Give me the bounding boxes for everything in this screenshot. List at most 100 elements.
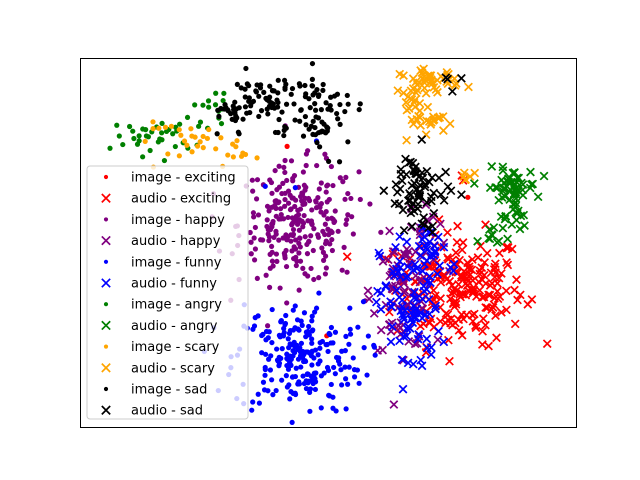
data-point xyxy=(230,103,236,109)
data-point xyxy=(288,158,295,164)
data-point xyxy=(197,139,203,145)
data-point xyxy=(451,299,461,309)
data-point xyxy=(350,231,356,237)
data-point xyxy=(242,86,248,92)
data-point xyxy=(465,172,475,181)
data-point xyxy=(329,229,335,235)
data-point xyxy=(303,385,310,392)
data-point xyxy=(170,131,176,137)
data-point xyxy=(301,380,307,387)
data-point xyxy=(269,306,275,313)
data-point xyxy=(428,221,437,231)
data-point xyxy=(316,92,322,98)
data-point xyxy=(402,135,412,145)
data-point xyxy=(416,297,426,306)
data-point xyxy=(248,251,254,257)
data-point xyxy=(345,101,351,107)
data-point xyxy=(120,141,126,148)
data-point xyxy=(332,208,338,214)
data-point xyxy=(283,312,289,319)
data-point xyxy=(328,94,334,100)
data-point xyxy=(346,364,352,370)
data-point xyxy=(308,123,314,129)
data-point xyxy=(426,350,436,360)
data-point xyxy=(311,226,317,232)
data-point xyxy=(220,97,226,104)
data-point xyxy=(285,188,292,194)
data-point xyxy=(232,117,239,124)
data-point xyxy=(307,408,313,414)
data-point xyxy=(398,309,408,319)
data-point xyxy=(258,108,265,114)
data-point xyxy=(328,324,335,331)
data-point xyxy=(498,162,508,172)
data-point xyxy=(345,139,351,145)
data-point xyxy=(273,251,280,257)
data-point xyxy=(290,307,296,313)
data-point xyxy=(303,334,309,340)
data-point xyxy=(420,310,430,320)
legend-label: audio - happy xyxy=(131,234,221,249)
data-point xyxy=(373,286,382,296)
data-point xyxy=(399,226,409,235)
data-point xyxy=(278,216,284,222)
data-point xyxy=(479,292,489,302)
data-point xyxy=(436,242,446,252)
data-point xyxy=(278,211,284,218)
data-point xyxy=(330,340,336,346)
data-point xyxy=(216,113,222,119)
data-point xyxy=(345,212,351,218)
data-point xyxy=(300,169,306,175)
legend-item-audio-exciting: audio - exciting xyxy=(101,192,231,207)
data-point xyxy=(327,241,333,247)
data-point xyxy=(511,208,521,217)
data-point xyxy=(338,367,344,373)
data-point xyxy=(275,104,281,110)
data-point xyxy=(487,162,497,171)
data-point xyxy=(269,221,275,227)
data-point xyxy=(274,346,280,352)
data-point xyxy=(411,88,421,98)
data-point xyxy=(269,339,275,346)
data-point xyxy=(447,320,457,330)
data-point xyxy=(300,348,306,355)
data-point xyxy=(293,365,299,371)
data-point xyxy=(439,195,449,205)
data-point xyxy=(331,364,337,371)
data-point xyxy=(495,248,504,258)
data-point xyxy=(213,90,219,96)
data-point xyxy=(290,327,296,333)
data-point xyxy=(406,190,415,200)
data-point xyxy=(247,229,253,236)
data-point xyxy=(256,113,262,120)
legend-marker xyxy=(103,344,109,349)
data-point xyxy=(267,367,273,373)
data-point xyxy=(140,154,146,160)
legend-item-image-exciting: image - exciting xyxy=(103,171,236,186)
data-point xyxy=(301,182,307,188)
data-point xyxy=(315,352,321,358)
data-point xyxy=(297,258,304,264)
data-point xyxy=(345,381,351,387)
data-point xyxy=(212,102,219,108)
data-point xyxy=(275,129,281,136)
data-point xyxy=(448,266,458,276)
data-point xyxy=(295,207,301,213)
data-point xyxy=(247,109,253,116)
data-point xyxy=(302,113,308,120)
data-point xyxy=(266,208,272,214)
data-point xyxy=(218,120,225,127)
series-audio-sad xyxy=(379,73,466,237)
data-point xyxy=(288,389,294,395)
data-point xyxy=(420,75,430,85)
data-point xyxy=(302,201,308,207)
data-point xyxy=(433,269,442,279)
data-point xyxy=(282,169,288,176)
data-point xyxy=(302,82,308,89)
data-point xyxy=(297,353,304,359)
data-point xyxy=(436,190,446,199)
data-point xyxy=(288,206,294,212)
data-point xyxy=(410,178,419,188)
data-point xyxy=(328,163,334,170)
data-point xyxy=(415,98,425,108)
